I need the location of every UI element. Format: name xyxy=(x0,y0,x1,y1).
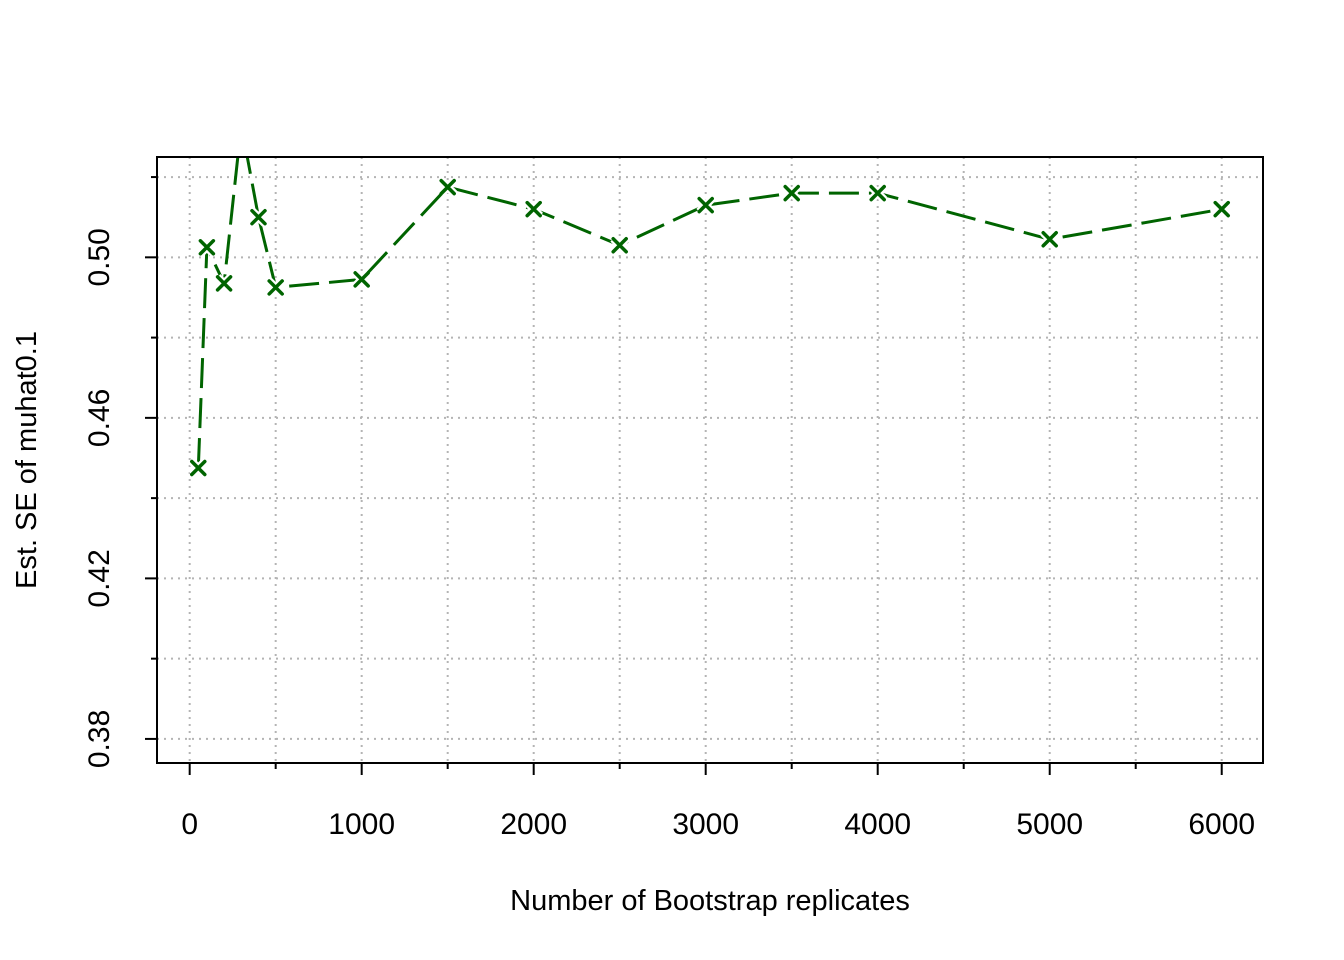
y-tick-label: 0.50 xyxy=(83,228,116,286)
plot-frame xyxy=(156,156,1264,764)
data-point-cross xyxy=(250,208,267,226)
data-point-cross xyxy=(611,237,628,254)
axes: 0 1000 2000 3000 4000 5000 6000 0.38 0.42 0.46 0.5… xyxy=(83,176,1255,841)
data-point-marker xyxy=(782,183,802,203)
data-point-marker xyxy=(352,270,372,289)
data-point-marker xyxy=(438,177,458,197)
data-point-marker xyxy=(610,235,630,255)
x-tick-label: 3000 xyxy=(672,808,739,841)
y-tick-label: 0.38 xyxy=(83,710,116,768)
data-point-marker xyxy=(868,183,888,203)
data-point-marker xyxy=(235,118,248,131)
grid xyxy=(157,157,1263,763)
x-axis-title: Number of Bootstrap replicates xyxy=(510,885,910,917)
data-point-cross xyxy=(869,184,886,202)
data-point-marker xyxy=(214,274,234,293)
x-tick-label: 6000 xyxy=(1188,808,1255,841)
y-tick-label: 0.46 xyxy=(83,389,116,447)
data-point-cross xyxy=(198,239,216,256)
x-tick-label: 0 xyxy=(181,808,198,841)
x-tick-label: 4000 xyxy=(844,808,911,841)
data-point-marker xyxy=(1040,229,1060,249)
data-point-marker xyxy=(696,195,716,215)
y-tick-label: 0.42 xyxy=(83,549,116,607)
x-tick-label: 5000 xyxy=(1016,808,1083,841)
data-point-marker xyxy=(1212,199,1232,219)
data-point-cross xyxy=(190,459,207,477)
data-point-cross xyxy=(267,279,284,296)
y-axis-title: Est. SE of muhat0.1 xyxy=(11,331,43,589)
data-point-cross xyxy=(525,200,542,218)
series-layer xyxy=(188,118,1232,478)
data-point-marker xyxy=(197,237,217,257)
data-point-marker xyxy=(249,207,268,227)
data-point-marker xyxy=(266,278,286,297)
x-tick-label: 2000 xyxy=(500,808,567,841)
data-point-cross xyxy=(697,196,714,214)
x-tick-label: 1000 xyxy=(328,808,395,841)
data-point-cross xyxy=(1041,231,1058,248)
data-point-marker xyxy=(524,199,544,219)
data-point-cross xyxy=(353,271,370,288)
data-point-cross xyxy=(783,184,800,202)
data-point-cross xyxy=(439,178,456,196)
series-line xyxy=(196,157,1222,469)
data-point-cross xyxy=(215,275,233,292)
data-point-halo xyxy=(235,118,248,131)
data-point-cross xyxy=(235,118,248,131)
data-point-cross xyxy=(1213,200,1230,218)
data-point-marker xyxy=(188,458,208,478)
